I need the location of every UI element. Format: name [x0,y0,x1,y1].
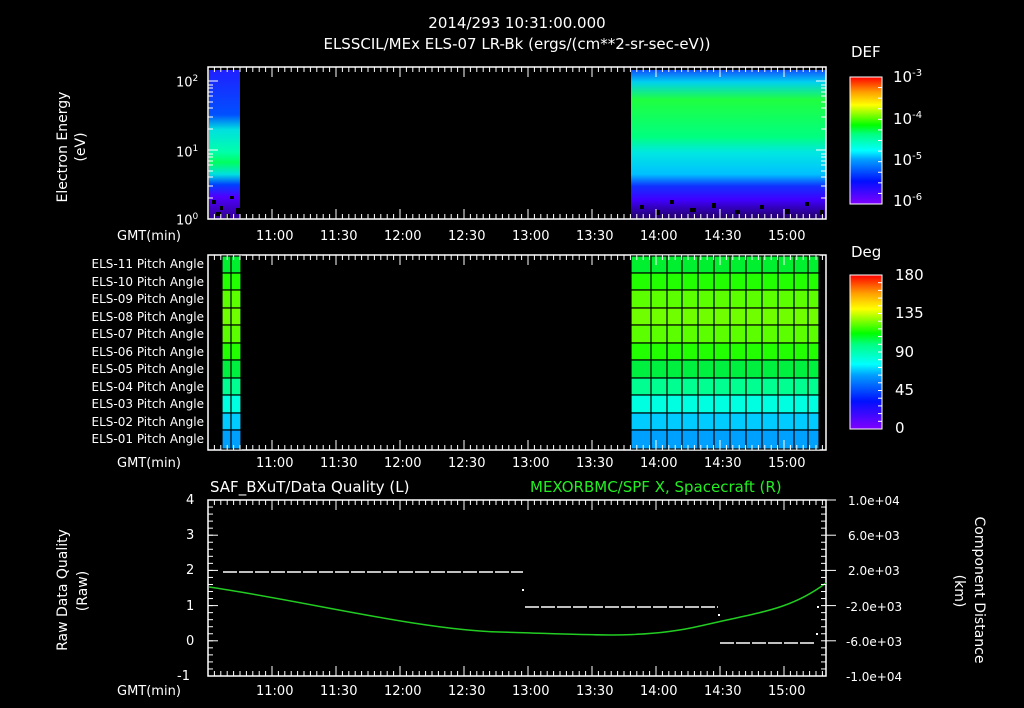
colorbar1-tick: 10-6 [893,192,923,210]
colorbar1-title: DEF [851,43,881,61]
panel1-ylabel: Electron Energy [55,91,71,203]
colorbar2-title: Deg [851,243,882,261]
time-tick-label: 15:00 [768,684,806,699]
time-tick-label: 12:00 [384,684,422,699]
time-axis-label: GMT(min) [117,684,181,699]
left-ytick-label: 0 [186,633,195,649]
panel3-left-title: SAF_BXuT/Data Quality (L) [210,478,410,496]
colorbar1-tick: 10-3 [893,68,923,86]
time-tick-label: 11:30 [320,684,358,699]
colorbar2-tick: 135 [895,304,924,322]
colorbar2-tick: 45 [895,381,915,399]
colorbar1-tick: 10-4 [893,110,923,128]
right-ytick-label: -2.0e+03 [846,599,903,614]
panel3-ylabel-unit: (Raw) [75,570,91,612]
right-ytick-label: 1.0e+04 [848,494,900,508]
pitch-angle-row-label: ELS-08 Pitch Angle [91,309,204,324]
time-tick-label: 13:00 [512,684,550,699]
chart-timestamp: 2014/293 10:31:00.000 [428,14,606,32]
pitch-angle-row-label: ELS-05 Pitch Angle [91,362,204,376]
pitch-angle-row-label: ELS-09 Pitch Angle [91,292,204,306]
time-tick-label: 14:00 [640,229,678,244]
panel3-right-title: MEXORBMC/SPF X, Spacecraft (R) [530,478,782,496]
time-tick-label: 13:00 [512,229,550,244]
time-tick-label: 12:00 [384,456,422,471]
time-tick-label: 12:30 [448,456,486,471]
time-tick-label: 14:30 [704,684,742,699]
colorbar2-tick: 180 [895,266,924,284]
left-ytick-label: 4 [186,493,195,508]
time-tick-label: 12:00 [384,229,422,244]
panel3-right-ylabel-unit: (km) [951,574,967,608]
pitch-angle-row-label: ELS-06 Pitch Angle [91,344,204,359]
time-tick-label: 13:00 [512,456,550,471]
pitch-angle-row-label: ELS-01 Pitch Angle [91,432,204,446]
right-ytick-label: -1.0e+04 [846,670,903,684]
time-axis-label: GMT(min) [117,229,181,244]
time-tick-label: 12:30 [448,229,486,244]
left-ytick-label: 1 [186,598,195,614]
time-tick-label: 14:30 [704,456,742,471]
left-ytick-label: -1 [177,669,190,684]
time-tick-label: 13:30 [576,684,614,699]
time-tick-label: 11:30 [320,229,358,244]
pitch-angle-row-label: ELS-07 Pitch Angle [91,327,204,341]
left-ytick-label: 2 [186,563,195,579]
time-axis-label: GMT(min) [117,456,181,471]
panel3-ylabel: Raw Data Quality [55,529,71,651]
pitch-angle-row-label: ELS-11 Pitch Angle [91,257,204,271]
colorbar2-tick: 0 [895,419,905,437]
time-tick-label: 11:00 [256,456,294,471]
time-tick-label: 14:00 [640,684,678,699]
time-tick-label: 12:30 [448,684,486,699]
time-tick-label: 13:30 [576,456,614,471]
time-tick-label: 11:30 [320,456,358,471]
right-ytick-label: 2.0e+03 [848,564,900,579]
colorbar1-tick: 10-5 [893,151,923,169]
time-tick-label: 11:00 [256,684,294,699]
right-ytick-label: -6.0e+03 [846,634,903,649]
time-tick-label: 13:30 [576,229,614,244]
time-tick-label: 15:00 [768,456,806,471]
left-ytick-label: 3 [186,528,195,544]
pitch-angle-row-label: ELS-10 Pitch Angle [91,274,204,289]
panel1-ytick-1: 100 [176,212,199,229]
pitch-angle-row-label: ELS-03 Pitch Angle [91,397,204,411]
time-tick-label: 15:00 [768,229,806,244]
pitch-angle-row-label: ELS-02 Pitch Angle [91,414,204,429]
time-tick-label: 14:00 [640,456,678,471]
pitch-angle-row-label: ELS-04 Pitch Angle [91,379,204,394]
time-tick-label: 11:00 [256,229,294,244]
panel1-ytick-100: 102 [176,74,199,91]
right-ytick-label: 6.0e+03 [848,529,900,544]
chart-title: ELSSCIL/MEx ELS-07 LR-Bk (ergs/(cm**2-sr… [323,35,711,53]
panel1-ytick-10: 101 [176,144,199,161]
panel1-ylabel-unit: (eV) [73,132,89,162]
panel3-right-ylabel: Component Distance [971,516,987,664]
time-tick-label: 14:30 [704,229,742,244]
colorbar2-tick: 90 [895,343,915,361]
